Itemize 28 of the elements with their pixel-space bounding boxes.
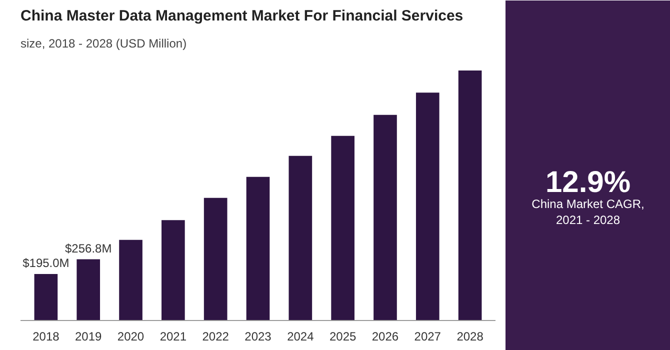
- data-label: $256.8M: [65, 241, 112, 256]
- x-tick-label: 2022: [202, 330, 230, 344]
- bar: [416, 92, 440, 320]
- x-tick-label: 2026: [372, 330, 399, 344]
- x-tick-label: 2019: [75, 330, 102, 344]
- x-tick-label: 2024: [287, 330, 314, 344]
- x-tick-label: 2021: [160, 330, 187, 344]
- bar: [204, 198, 228, 320]
- bar: [331, 136, 354, 320]
- text: 12.9%: [545, 166, 631, 200]
- bar: [34, 274, 58, 320]
- x-tick-label: 2018: [32, 330, 60, 344]
- chart-title: China Master Data Management Market For Financial Services: [20, 8, 464, 24]
- x-tick-label: 2023: [244, 330, 272, 344]
- text: China Market CAGR, 2021 - 2028: [532, 196, 644, 227]
- x-tick-label: 2027: [414, 330, 442, 344]
- bar: [458, 70, 482, 320]
- data-label: $195.0M: [22, 256, 70, 270]
- x-tick-label: 2028: [456, 330, 484, 344]
- bar: [374, 114, 397, 320]
- bar: [119, 240, 142, 320]
- x-tick-label: 2020: [117, 330, 144, 344]
- bar: [246, 176, 270, 320]
- bar: [76, 259, 100, 320]
- chart-subtitle: size, 2018 - 2028 (USD Million): [20, 36, 187, 50]
- bar: [162, 220, 185, 320]
- bar: [288, 156, 312, 320]
- x-tick-label: 2025: [329, 330, 356, 344]
